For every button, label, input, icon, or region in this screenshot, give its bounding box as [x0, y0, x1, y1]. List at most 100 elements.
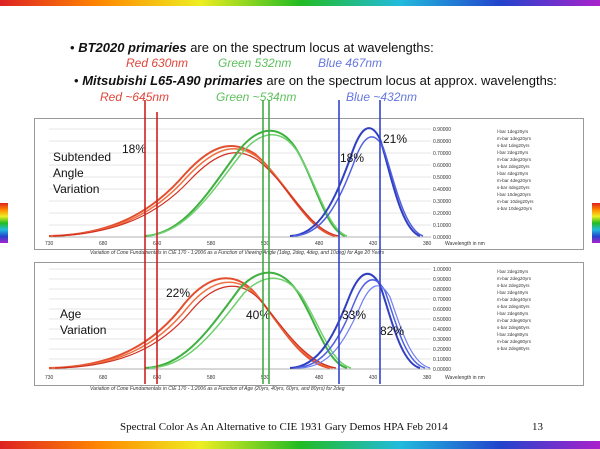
bottom-xtick-label: 580 [207, 375, 216, 381]
top-xtick-label: 380 [423, 241, 432, 247]
top-xtick-label: 480 [315, 241, 324, 247]
bottom-xtick-label: 530 [261, 375, 270, 381]
top-pct-red: 18% [122, 142, 147, 156]
bottom-ytick-label: 0.50000 [433, 317, 451, 323]
top-ytick-labels: 0.90000 0.80000 0.70000 0.60000 0.50000 … [433, 127, 451, 241]
bottom-ytick-label: 0.30000 [433, 337, 451, 343]
bottom-s-curves [289, 272, 431, 369]
bottom-xtick-label: 680 [99, 375, 108, 381]
bottom-legend-item: s-bar 2deg60yrs [497, 325, 530, 330]
mitsubishi-line: • Mitsubishi L65-A90 primaries are on th… [74, 73, 557, 88]
mitsubishi-blue: Blue ~432nm [346, 90, 418, 104]
bottom-xtick-label: 430 [369, 375, 378, 381]
bottom-legend-item: l-bar 2deg60yrs [497, 311, 529, 316]
bottom-legend-item: l-bar 2deg20yrs [497, 269, 529, 274]
bottom-ytick-label: 0.10000 [433, 357, 451, 363]
bottom-ytick-label: 0.00000 [433, 367, 451, 373]
top-side-label-3: Variation [53, 182, 100, 196]
bottom-side-label-1: Age [60, 307, 82, 321]
bottom-ytick-label: 1.00000 [433, 267, 451, 273]
bottom-grid [49, 268, 431, 370]
top-ytick-label: 0.20000 [433, 211, 451, 217]
bottom-legend: l-bar 2deg20yrs m-bar 2deg20yrs s-bar 2d… [497, 269, 532, 351]
top-legend-item: m-bar 4deg20yrs [497, 178, 532, 183]
top-side-label-1: Subtended [53, 150, 112, 164]
bottom-l-curves [48, 277, 337, 369]
top-legend-item: s-bar 10deg20yrs [497, 206, 533, 211]
top-s-curves [289, 127, 424, 237]
bottom-ytick-label: 0.40000 [433, 327, 451, 333]
bottom-legend-item: m-bar 2deg40yrs [497, 297, 532, 302]
top-ytick-label: 0.50000 [433, 175, 451, 181]
bottom-legend-item: m-bar 2deg20yrs [497, 276, 532, 281]
bottom-ytick-label: 0.90000 [433, 277, 451, 283]
bottom-legend-item: m-bar 2deg80yrs [497, 339, 532, 344]
bottom-pct-green: 40% [246, 308, 271, 322]
bottom-xtick-label: 380 [423, 375, 432, 381]
top-ytick-label: 0.10000 [433, 223, 451, 229]
bottom-legend-item: m-bar 2deg60yrs [497, 318, 532, 323]
bottom-ytick-labels: 1.00000 0.90000 0.80000 0.70000 0.60000 … [433, 267, 451, 373]
top-xaxis-label: Wavelength in nm [445, 241, 485, 247]
bottom-ytick-label: 0.70000 [433, 297, 451, 303]
bottom-legend-item: s-bar 2deg40yrs [497, 304, 530, 309]
top-ytick-label: 0.60000 [433, 163, 451, 169]
top-xtick-label: 730 [45, 241, 54, 247]
top-xtick-labels: 730 680 630 580 530 480 430 380 Waveleng… [45, 241, 485, 247]
top-legend-item: l-bar 1deg20yrs [497, 129, 529, 134]
top-legend-item: s-bar 4deg20yrs [497, 185, 530, 190]
top-ytick-label: 0.70000 [433, 151, 451, 157]
top-ytick-label: 0.80000 [433, 139, 451, 145]
top-legend-item: m-bar 1deg20yrs [497, 136, 532, 141]
bottom-pct-red: 22% [166, 286, 191, 300]
top-ytick-label: 0.00000 [433, 235, 451, 241]
bottom-xtick-labels: 730 680 630 580 530 480 430 380 Waveleng… [45, 375, 485, 381]
top-legend: l-bar 1deg20yrs m-bar 1deg20yrs s-bar 1d… [497, 129, 534, 211]
mitsubishi-red: Red ~645nm [100, 90, 170, 104]
bottom-xtick-label: 730 [45, 375, 54, 381]
bt2020-blue: Blue 467nm [318, 56, 383, 70]
top-side-label-2: Angle [53, 166, 84, 180]
rainbow-bar-top [0, 0, 600, 6]
bottom-chart-svg: 1.00000 0.90000 0.80000 0.70000 0.60000 … [45, 267, 532, 381]
bottom-legend-item: l-bar 2deg40yrs [497, 290, 529, 295]
bottom-legend-item: s-bar 2deg20yrs [497, 283, 530, 288]
top-legend-item: m-bar 10deg20yrs [497, 199, 534, 204]
bt2020-red: Red 630nm [126, 56, 189, 70]
top-legend-item: l-bar 10deg20yrs [497, 192, 532, 197]
bottom-side-label-2: Variation [60, 323, 107, 337]
bottom-caption: Variation of Cone Fundamentals in CIE 17… [90, 386, 345, 392]
top-caption: Variation of Cone Fundamentals in CIE 17… [90, 250, 385, 256]
mitsubishi-green: Green ~534nm [216, 90, 297, 104]
top-legend-item: s-bar 2deg20yrs [497, 164, 530, 169]
top-l-curves [48, 144, 340, 237]
top-ytick-label: 0.30000 [433, 199, 451, 205]
top-legend-item: l-bar 2deg20yrs [497, 150, 529, 155]
top-xtick-label: 580 [207, 241, 216, 247]
bottom-ytick-label: 0.80000 [433, 287, 451, 293]
bottom-chart: 1.00000 0.90000 0.80000 0.70000 0.60000 … [34, 262, 584, 386]
bt2020-line: • BT2020 primaries are on the spectrum l… [70, 40, 434, 55]
top-ytick-label: 0.40000 [433, 187, 451, 193]
bottom-xtick-label: 630 [153, 375, 162, 381]
bottom-xaxis-label: Wavelength in nm [445, 375, 485, 381]
rainbow-bar-bottom [0, 441, 600, 449]
bottom-ytick-label: 0.20000 [433, 347, 451, 353]
bottom-legend-item: l-bar 2deg80yrs [497, 332, 529, 337]
top-ytick-label: 0.90000 [433, 127, 451, 133]
page-number: 13 [532, 421, 543, 433]
bottom-pct-blue2: 82% [380, 324, 405, 338]
top-chart: 0.90000 0.80000 0.70000 0.60000 0.50000 … [34, 118, 584, 250]
top-xtick-label: 630 [153, 241, 162, 247]
rainbow-bar-right [592, 203, 600, 243]
bottom-xtick-label: 480 [315, 375, 324, 381]
top-xtick-label: 430 [369, 241, 378, 247]
top-pct-blue: 18% [340, 151, 365, 165]
top-legend-item: m-bar 2deg20yrs [497, 157, 532, 162]
top-grid [49, 128, 431, 238]
bt2020-green: Green 532nm [218, 56, 292, 70]
top-pct-blue2: 21% [383, 132, 408, 146]
top-xtick-label: 680 [99, 241, 108, 247]
bottom-legend-item: s-bar 2deg80yrs [497, 346, 530, 351]
footer-text: Spectral Color As An Alternative to CIE … [120, 421, 448, 433]
